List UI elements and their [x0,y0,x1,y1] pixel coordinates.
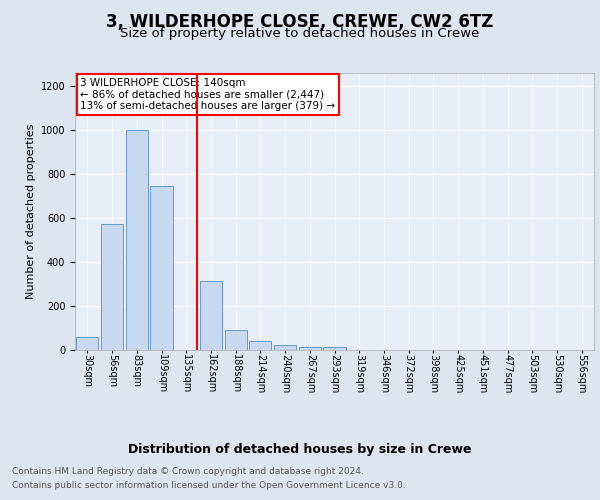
Text: Contains public sector information licensed under the Open Government Licence v3: Contains public sector information licen… [12,481,406,490]
Bar [299,347,321,350]
Bar [151,186,173,350]
Bar [249,341,271,350]
Text: Size of property relative to detached houses in Crewe: Size of property relative to detached ho… [121,28,479,40]
Text: Distribution of detached houses by size in Crewe: Distribution of detached houses by size … [128,442,472,456]
Bar [224,330,247,350]
Text: 3 WILDERHOPE CLOSE: 140sqm
← 86% of detached houses are smaller (2,447)
13% of s: 3 WILDERHOPE CLOSE: 140sqm ← 86% of deta… [80,78,335,112]
Bar [323,348,346,350]
Bar [101,224,123,350]
Text: 3, WILDERHOPE CLOSE, CREWE, CW2 6TZ: 3, WILDERHOPE CLOSE, CREWE, CW2 6TZ [106,12,494,30]
Text: Contains HM Land Registry data © Crown copyright and database right 2024.: Contains HM Land Registry data © Crown c… [12,468,364,476]
Bar [274,345,296,350]
Bar [125,130,148,350]
Bar [200,280,222,350]
Bar [76,337,98,350]
Y-axis label: Number of detached properties: Number of detached properties [26,124,37,299]
